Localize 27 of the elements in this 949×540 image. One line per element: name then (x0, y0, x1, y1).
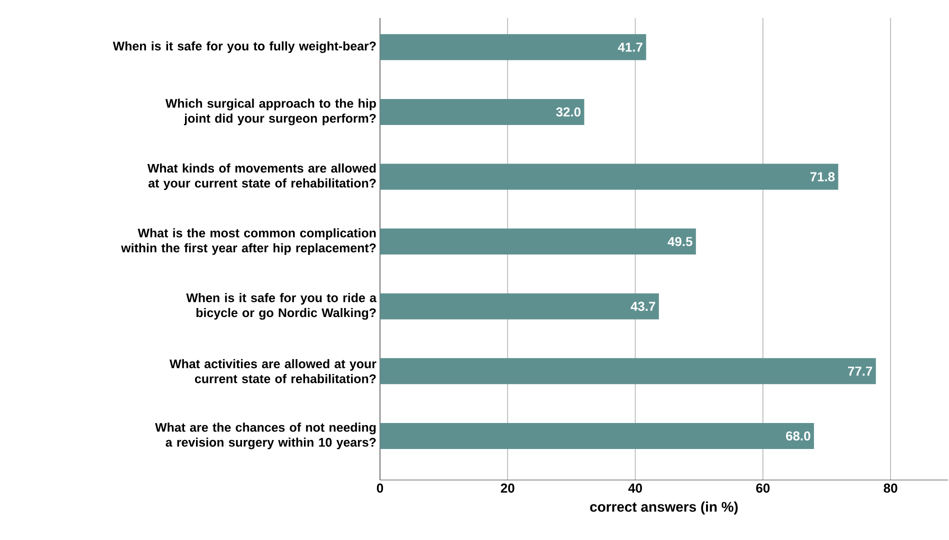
y-tick-label: When is it safe for you to fully weight-bear? (112, 41, 376, 53)
data-label: 41.7 (618, 42, 642, 52)
x-tick-label: 40 (628, 484, 642, 493)
bar (380, 358, 876, 384)
data-label: 49.5 (668, 236, 692, 246)
x-tick-label: 0 (376, 484, 384, 493)
bar (380, 98, 584, 125)
y-tick-label: What are the chances of not needing a revision surgery within 10 years? (155, 422, 376, 450)
data-label: 43.7 (630, 302, 656, 311)
data-label: 71.8 (810, 172, 835, 182)
y-tick-label: When is it safe for you to ride a bicycle or go Nordic Walking? (186, 293, 377, 320)
x-tick-label: 20 (500, 484, 514, 493)
y-tick-label: What is the most common complication within the first year after hip replacement? (121, 228, 376, 255)
x-tick-label: 80 (884, 484, 898, 493)
x-axis-title: correct answers (in %) (590, 502, 738, 515)
bar (380, 34, 646, 60)
y-tick-label: What kinds of movements are allowed at your current state of rehabilitation? (147, 163, 376, 190)
data-label: 77.7 (848, 366, 872, 376)
y-tick-label: Which surgical approach to the hip joint did your surgeon perform? (165, 98, 376, 126)
bar (380, 164, 838, 190)
bar (380, 228, 696, 255)
data-label: 68.0 (786, 431, 810, 441)
x-tick-label: 60 (756, 484, 770, 493)
data-label: 32.0 (556, 107, 580, 117)
y-tick-label: What activities are allowed at your current state of rehabilitation? (170, 359, 376, 384)
bar (380, 422, 814, 449)
bar (380, 293, 659, 320)
